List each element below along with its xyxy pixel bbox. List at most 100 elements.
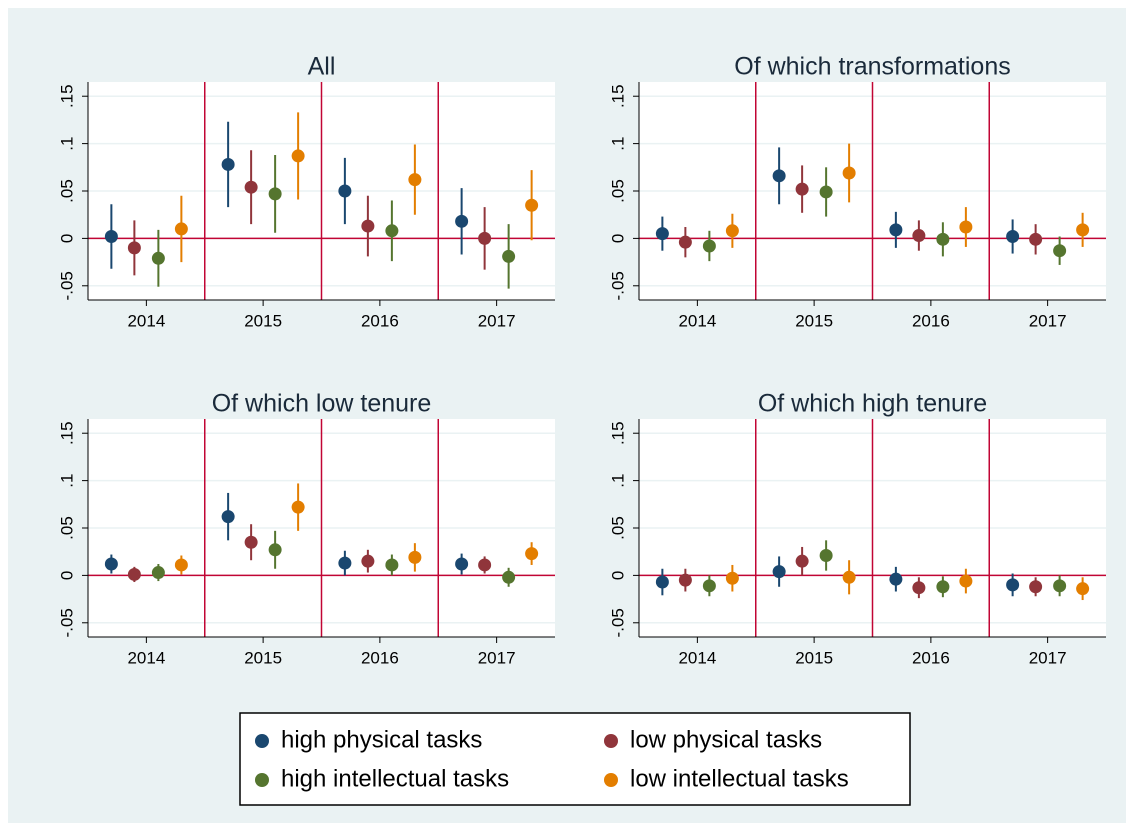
x-tick-label: 2014 (678, 311, 716, 330)
point (959, 574, 973, 588)
point (702, 239, 716, 253)
point (478, 231, 492, 245)
point (772, 169, 786, 183)
x-tick-label: 2017 (1029, 648, 1067, 667)
x-tick-label: 2017 (1029, 311, 1067, 330)
point (502, 249, 516, 263)
legend-label: high physical tasks (281, 726, 482, 753)
point (478, 558, 492, 572)
point (408, 550, 422, 564)
point (455, 214, 469, 228)
point (151, 251, 165, 265)
point (104, 557, 118, 571)
point (1053, 244, 1067, 258)
legend-marker (604, 734, 618, 748)
point (291, 500, 305, 514)
x-tick-label: 2016 (912, 311, 950, 330)
point (291, 149, 305, 163)
point (772, 565, 786, 579)
point (936, 232, 950, 246)
point (842, 166, 856, 180)
y-tick-label: 0 (608, 234, 627, 243)
point (936, 580, 950, 594)
y-tick-label: .15 (57, 84, 76, 108)
x-tick-label: 2016 (361, 311, 399, 330)
x-tick-label: 2014 (678, 648, 716, 667)
y-tick-label: .15 (608, 421, 627, 445)
point (502, 570, 516, 584)
legend-box (239, 712, 911, 806)
point (1076, 223, 1090, 237)
y-tick-label: .05 (57, 179, 76, 203)
point (385, 224, 399, 238)
y-tick-label: .05 (57, 516, 76, 540)
y-tick-label: -.05 (57, 271, 76, 300)
point (361, 554, 375, 568)
point (455, 557, 469, 571)
x-tick-label: 2015 (795, 311, 833, 330)
y-tick-label: .15 (608, 84, 627, 108)
y-tick-label: .05 (608, 516, 627, 540)
x-tick-label: 2015 (244, 648, 282, 667)
legend-label: low intellectual tasks (630, 765, 849, 792)
point (655, 227, 669, 241)
point (268, 187, 282, 201)
point (525, 547, 539, 561)
point (889, 572, 903, 586)
y-tick-label: .1 (608, 137, 627, 151)
y-tick-label: -.05 (608, 608, 627, 637)
point (174, 222, 188, 236)
point (244, 180, 258, 194)
y-tick-label: 0 (57, 234, 76, 243)
point (1076, 582, 1090, 596)
point (338, 556, 352, 570)
point (912, 229, 926, 243)
point (244, 535, 258, 549)
point (795, 182, 809, 196)
point (408, 173, 422, 187)
point (655, 575, 669, 589)
point (725, 571, 739, 585)
y-tick-label: .15 (57, 421, 76, 445)
point (842, 570, 856, 584)
point (221, 157, 235, 171)
point (959, 220, 973, 234)
point (361, 219, 375, 233)
point (525, 198, 539, 212)
x-tick-label: 2017 (478, 311, 516, 330)
point (819, 185, 833, 199)
x-tick-label: 2014 (127, 648, 165, 667)
point (702, 579, 716, 593)
legend-label: low physical tasks (630, 726, 822, 753)
point (104, 229, 118, 243)
point (268, 543, 282, 557)
point (1006, 229, 1020, 243)
y-tick-label: .1 (608, 474, 627, 488)
y-tick-label: -.05 (57, 608, 76, 637)
y-tick-label: 0 (57, 571, 76, 580)
legend-label: high intellectual tasks (281, 765, 509, 792)
point (889, 223, 903, 237)
panel-title: Of which transformations (734, 53, 1011, 81)
point (1029, 232, 1043, 246)
y-tick-label: -.05 (608, 271, 627, 300)
point (221, 510, 235, 524)
legend-marker (255, 773, 269, 787)
point (795, 554, 809, 568)
point (1029, 580, 1043, 594)
panel-title: Of which low tenure (212, 390, 432, 418)
point (678, 573, 692, 587)
x-tick-label: 2016 (361, 648, 399, 667)
point (385, 558, 399, 572)
point (127, 241, 141, 255)
point (1006, 578, 1020, 592)
point (1053, 579, 1067, 593)
legend-marker (255, 734, 269, 748)
point (912, 581, 926, 595)
y-tick-label: .1 (57, 474, 76, 488)
point (678, 235, 692, 249)
y-tick-label: .05 (608, 179, 627, 203)
point (338, 184, 352, 198)
panel-title: Of which high tenure (758, 390, 987, 418)
